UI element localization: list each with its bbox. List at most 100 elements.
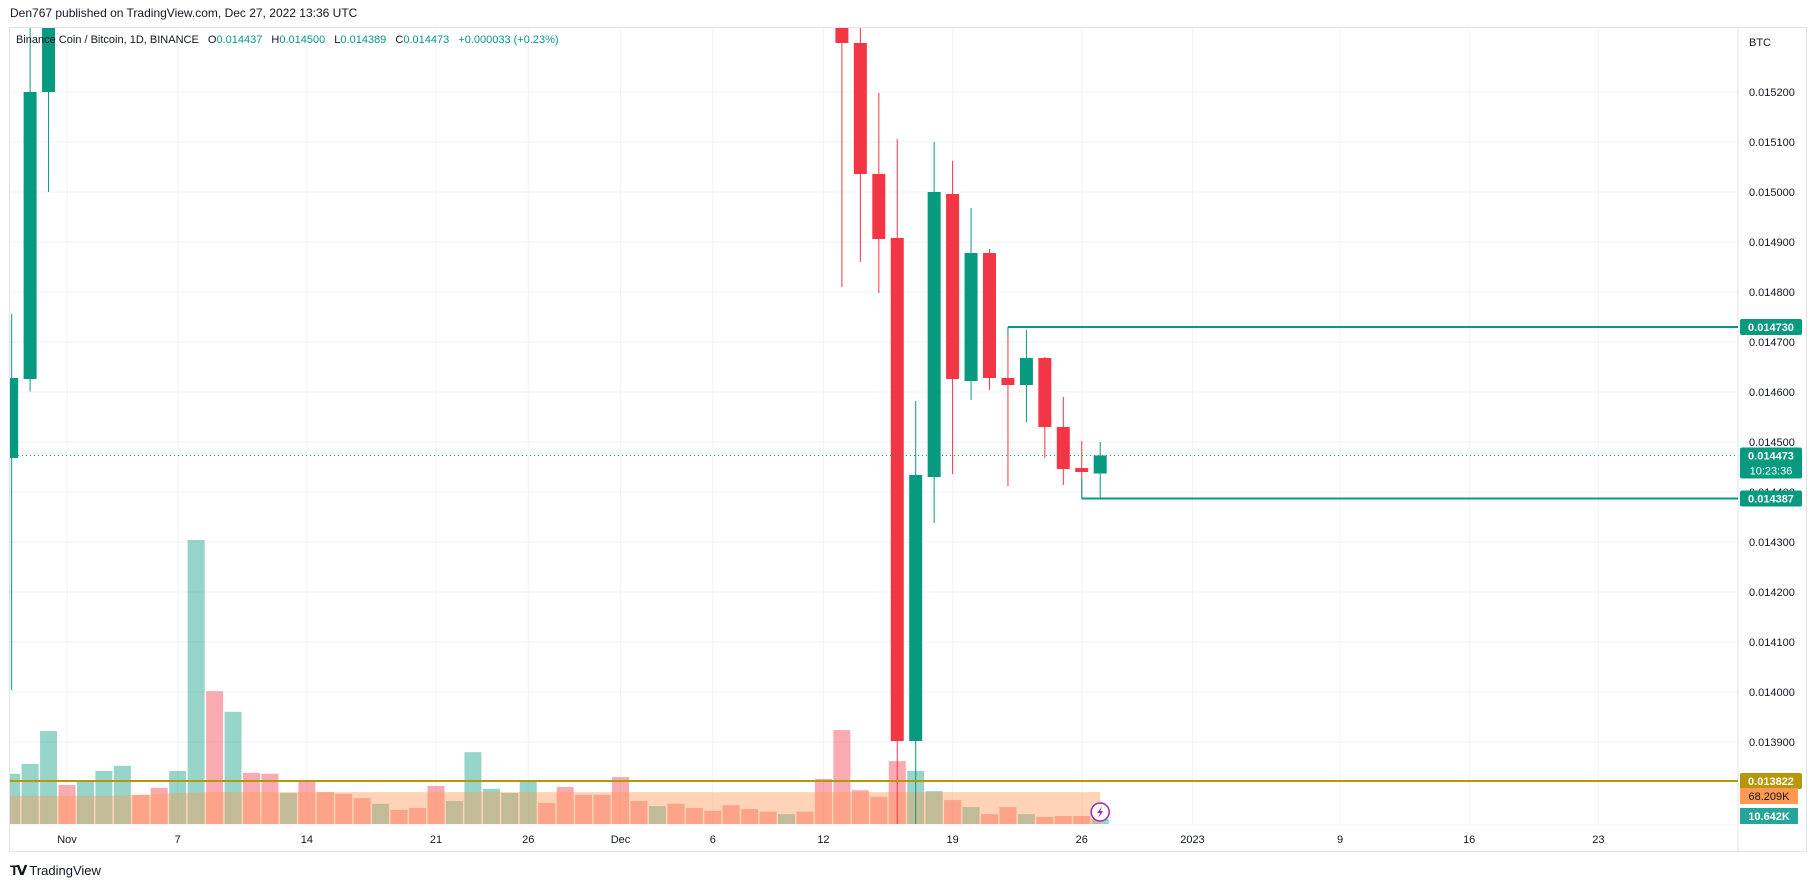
volume-ma-label: 68.209K [1749,791,1791,803]
volume-bar [150,787,168,824]
time-tick-label: 19 [946,834,958,846]
candle-body [983,253,996,378]
price-tick-label: 0.015000 [1749,187,1795,199]
symbol-name[interactable]: Binance Coin / Bitcoin, 1D, BINANCE [16,34,199,46]
volume-bar [206,691,224,824]
volume-bar [169,770,187,824]
symbol-legend: Binance Coin / Bitcoin, 1D, BINANCE O0.0… [16,34,565,46]
volume-bar [1036,816,1054,824]
candle-body [835,28,849,43]
volume-bar [648,806,666,824]
volume-bar [519,781,537,824]
volume-bar [778,814,796,824]
open-value: 0.014437 [216,34,263,46]
high-value: 0.014500 [279,34,326,46]
price-tick-label: 0.014200 [1749,587,1795,599]
price-tick-label: 0.014700 [1749,337,1795,349]
candle-body [1001,378,1015,385]
volume-bar [741,808,759,824]
volume-bar [132,794,150,824]
support-price-label: 0.014387 [1748,494,1794,506]
volume-bar [224,711,242,824]
volume-bar [95,770,113,824]
price-tick-label: 0.014800 [1749,287,1795,299]
volume-bar [612,777,629,824]
volume-bar [814,778,832,824]
volume-bar [372,803,390,824]
volume-bar [999,807,1017,824]
time-tick-label: 7 [175,834,181,846]
volume-bar [722,805,740,824]
candle-body [10,378,19,458]
volume-last-label: 10.642K [1748,811,1790,823]
volume-bar [243,772,260,824]
volume-bar [981,814,998,824]
volume-bar [390,809,408,824]
volume-last-label-box [1740,808,1798,824]
candle-body [909,475,923,741]
volume-bar [501,793,519,824]
time-tick-label: 2023 [1180,834,1204,846]
volume-bar [833,730,851,824]
volume-bar [556,786,574,824]
resistance-price-label-box [1740,319,1802,335]
time-tick-label: 26 [522,834,534,846]
time-tick-label: 23 [1592,834,1604,846]
candle-body [853,43,867,174]
volume-ma-area [10,791,1101,824]
candle-body [1019,358,1033,385]
volume-bar [870,796,888,824]
candle-body [872,174,886,239]
candle-body [1038,358,1052,427]
volume-ma-label-box [1740,788,1798,804]
candle-body [927,192,941,477]
high-key: H [271,34,280,46]
volume-bar [187,539,205,824]
candle-body [42,28,56,92]
volume-bar [21,763,39,824]
lightning-icon-bolt [1097,806,1104,818]
volume-bar [667,803,685,824]
price-tick-label: 0.014500 [1749,437,1795,449]
candle-body [1075,468,1089,472]
candle-body [890,238,904,741]
low-key: L [334,34,341,46]
volume-bar [464,752,482,824]
volume-bar [851,790,869,824]
time-tick-label: 26 [1076,834,1088,846]
volume-bar [1017,814,1035,824]
volume-bar [335,793,353,824]
price-tick-label: 0.015100 [1749,137,1795,149]
plot-area [10,28,1109,824]
volume-bar [759,811,777,824]
volume-bar [261,773,279,824]
tradingview-logo-icon: T𝗩 [10,862,27,878]
volume-bar [962,807,980,824]
price-tick-label: 0.013900 [1749,737,1795,749]
currency-label: BTC [1749,37,1771,49]
price-tick-label: 0.014100 [1749,637,1795,649]
candle-body [946,194,960,379]
lightning-icon[interactable] [1090,802,1110,822]
volume-bar [685,808,703,824]
candle-body [1056,427,1070,469]
time-tick-label: 21 [430,834,442,846]
time-tick-label: 9 [1337,834,1343,846]
close-key: C [395,34,404,46]
tradingview-logo-text: TradingView [29,863,101,878]
volume-bar [40,731,58,824]
tradingview-footer[interactable]: T𝗩 TradingView [10,862,101,879]
price-tick-label: 0.014900 [1749,237,1795,249]
volume-bar [1054,816,1072,824]
volume-bar [409,808,427,824]
volume-bar [353,798,371,824]
price-tick-label: 0.015200 [1749,87,1795,99]
support-price-label-box [1740,490,1802,507]
time-tick-label: Nov [57,834,77,846]
volume-bar [10,773,21,824]
price-tick-label: 0.014300 [1749,537,1795,549]
time-tick-label: 6 [710,834,716,846]
time-tick-label: 14 [301,834,313,846]
volume-bar [630,800,648,824]
